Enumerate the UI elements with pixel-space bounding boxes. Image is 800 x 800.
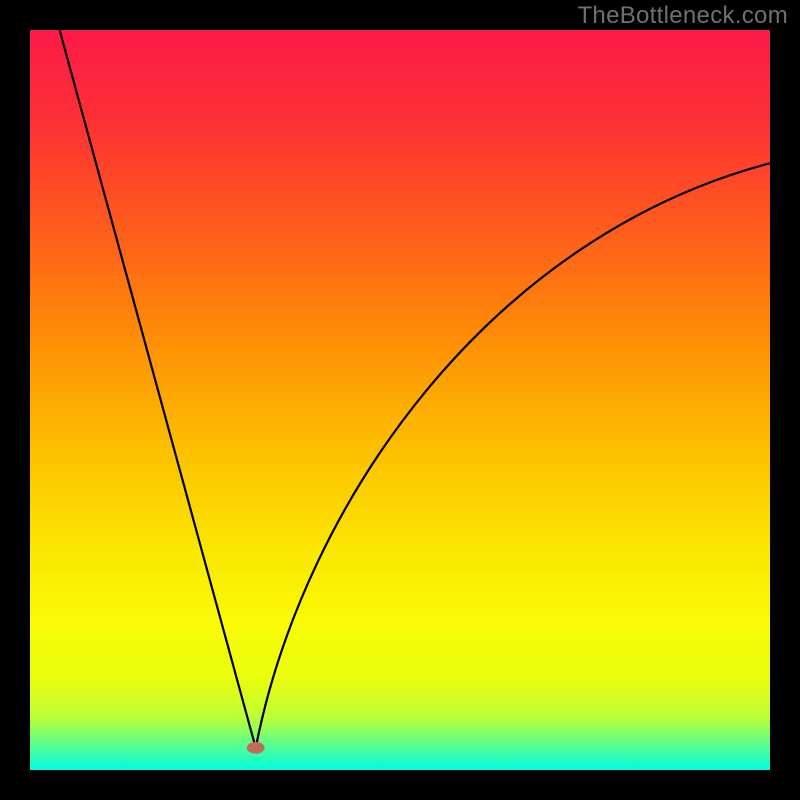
vertex-marker (247, 742, 265, 754)
watermark-text: TheBottleneck.com (577, 2, 788, 30)
chart-frame: TheBottleneck.com (0, 0, 800, 800)
chart-svg (30, 30, 770, 770)
bottleneck-chart (30, 30, 770, 770)
chart-background (30, 30, 770, 770)
